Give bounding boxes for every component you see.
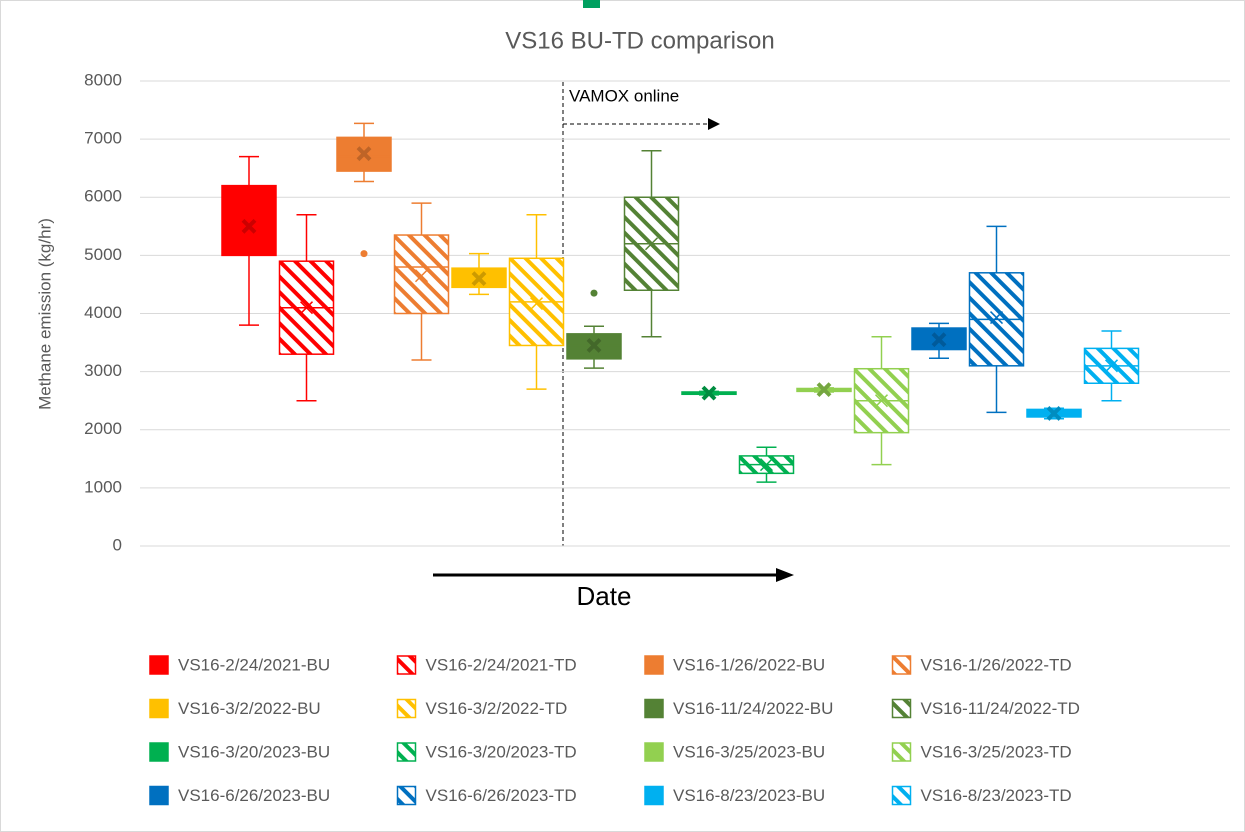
mean-marker (356, 146, 372, 162)
legend-label: VS16-3/2/2022-TD (426, 699, 568, 718)
legend-swatch (149, 785, 169, 806)
legend-swatch (891, 785, 912, 806)
y-tick-label: 3000 (84, 361, 122, 380)
mean-marker (874, 394, 889, 408)
legend-label: VS16-3/20/2023-BU (178, 742, 330, 761)
mean-marker (529, 297, 544, 311)
y-tick-label: 0 (113, 535, 122, 554)
legend-label: VS16-1/26/2022-BU (673, 655, 825, 674)
y-tick-label: 2000 (84, 419, 122, 438)
mean-marker (644, 237, 659, 251)
y-tick-label: 7000 (84, 129, 122, 148)
legend-label: VS16-3/25/2023-BU (673, 742, 825, 761)
legend-swatch (396, 785, 417, 806)
mean-marker (299, 301, 314, 315)
mean-marker (759, 458, 774, 472)
legend-label: VS16-2/24/2021-TD (426, 655, 577, 674)
legend-swatch (149, 742, 169, 762)
mean-marker (989, 311, 1004, 325)
legend-label: VS16-6/26/2023-TD (426, 786, 577, 805)
outlier (590, 289, 598, 297)
legend-swatch (644, 698, 664, 719)
legend-label: VS16-11/24/2022-BU (673, 699, 833, 718)
legend-label: VS16-8/23/2023-TD (921, 786, 1072, 805)
mean-marker (1104, 359, 1119, 373)
legend-swatch (644, 785, 664, 806)
y-tick-label: 4000 (84, 303, 122, 322)
outlier (360, 250, 368, 258)
x-axis-label: Date (577, 581, 632, 611)
legend-label: VS16-2/24/2021-BU (178, 655, 330, 674)
mean-marker (931, 332, 947, 348)
legend-swatch (396, 655, 417, 675)
legend-swatch (149, 655, 169, 675)
legend-label: VS16-3/25/2023-TD (921, 742, 1072, 761)
mean-marker (1046, 406, 1062, 421)
mean-marker (471, 271, 487, 287)
y-tick-label: 6000 (84, 187, 122, 206)
legend-label: VS16-1/26/2022-TD (921, 655, 1072, 674)
legend-swatch (396, 698, 417, 719)
mean-marker (586, 338, 602, 353)
y-tick-label: 5000 (84, 245, 122, 264)
legend-swatch (644, 655, 664, 675)
top-fragment (583, 0, 600, 8)
legend-label: VS16-8/23/2023-BU (673, 786, 825, 805)
vamox-arrowhead (708, 118, 720, 130)
legend-swatch (396, 742, 417, 762)
legend-label: VS16-3/2/2022-BU (178, 699, 321, 718)
legend-label: VS16-6/26/2023-BU (178, 786, 330, 805)
legend-swatch (891, 698, 912, 719)
annotation: VAMOX online (569, 86, 679, 105)
box (393, 234, 450, 315)
legend-swatch (644, 742, 664, 762)
legend-swatch (891, 742, 912, 762)
legend-label: VS16-3/20/2023-TD (426, 742, 577, 761)
y-axis-label: Methane emission (kg/hr) (35, 218, 54, 410)
mean-marker (701, 385, 717, 401)
mean-marker (816, 382, 832, 398)
y-tick-label: 1000 (84, 477, 122, 496)
mean-marker (241, 218, 257, 234)
mean-marker (414, 269, 429, 283)
legend-label: VS16-11/24/2022-TD (921, 699, 1080, 718)
legend-swatch (891, 655, 912, 675)
chart-title: VS16 BU-TD comparison (505, 27, 774, 54)
legend-swatch (149, 698, 169, 719)
y-tick-label: 8000 (84, 70, 122, 89)
date-arrowhead (776, 568, 794, 582)
